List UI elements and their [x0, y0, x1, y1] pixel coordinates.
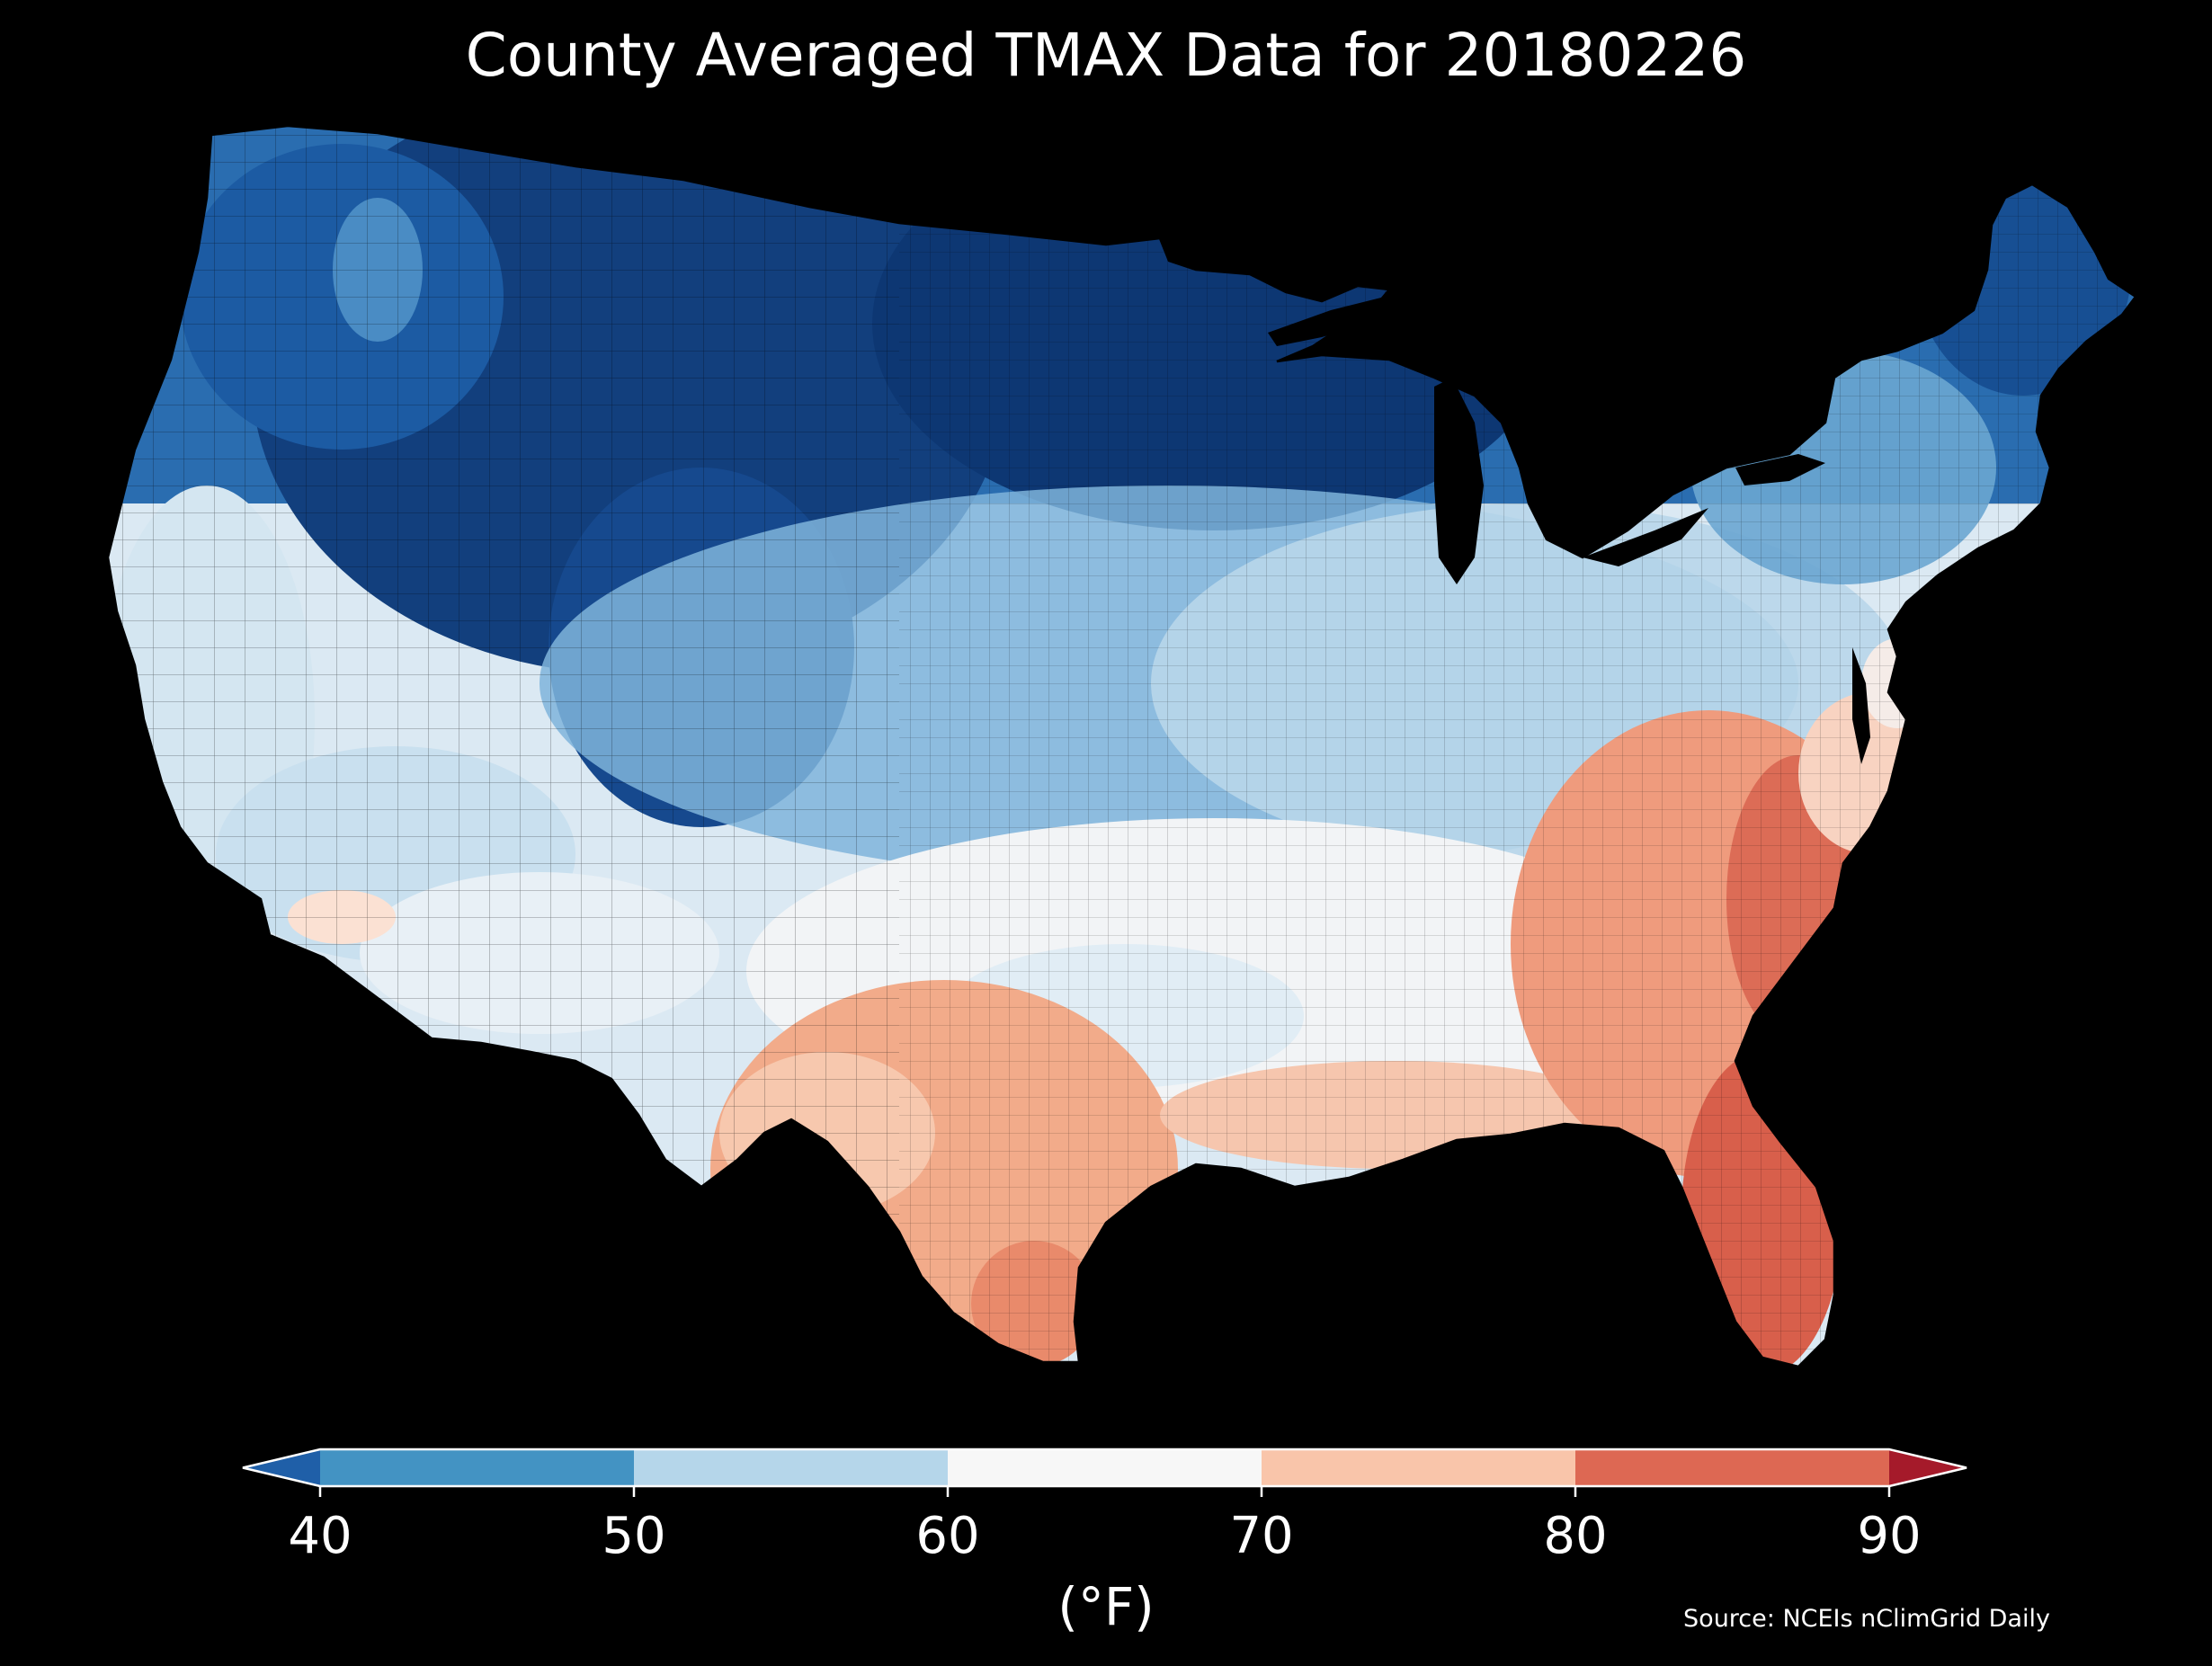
county-borders-west	[108, 126, 899, 1367]
colorbar-segment	[1262, 1449, 1575, 1486]
colorbar-over-arrow	[1889, 1449, 1967, 1486]
colorbar-tick-label: 90	[1857, 1507, 1922, 1565]
colorbar-tick-label: 70	[1229, 1507, 1294, 1565]
colorbar-segment	[948, 1449, 1262, 1486]
colorbar-tick-label: 80	[1543, 1507, 1608, 1565]
colorbar-tick-label: 40	[288, 1507, 352, 1565]
lake-ontario	[1735, 454, 1825, 486]
colorbar-tick-label: 60	[915, 1507, 980, 1565]
lake-erie	[1583, 508, 1708, 566]
chesapeake-bay	[1852, 647, 1870, 764]
colorbar-segment	[634, 1449, 948, 1486]
colorbar	[242, 1448, 1967, 1497]
lake-huron	[1529, 396, 1610, 521]
colorbar-under-arrow	[243, 1449, 320, 1486]
colorbar-segment	[1575, 1449, 1889, 1486]
county-borders-east	[899, 126, 2136, 1367]
lake-michigan	[1434, 378, 1484, 584]
source-note: Source: NCEIs nClimGrid Daily	[1683, 1605, 2050, 1633]
colorbar-segment	[320, 1449, 634, 1486]
lake-superior	[1268, 297, 1385, 346]
great-lakes	[1268, 297, 1870, 764]
colorbar-tick-label: 50	[602, 1507, 666, 1565]
colorbar-unit-label: (°F)	[1057, 1576, 1155, 1637]
map-title: County Averaged TMAX Data for 20180226	[465, 21, 1747, 90]
